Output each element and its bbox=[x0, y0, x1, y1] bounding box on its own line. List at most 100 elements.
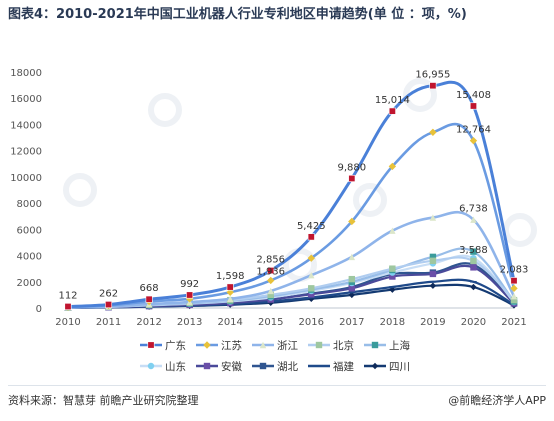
legend-item: 江苏 bbox=[196, 339, 242, 352]
legend-swatch-marker bbox=[147, 362, 155, 370]
data-point bbox=[510, 296, 518, 304]
chart-series bbox=[64, 80, 518, 312]
data-label: 15,014 bbox=[375, 95, 410, 106]
legend-label: 山东 bbox=[165, 360, 186, 373]
legend-swatch-marker bbox=[371, 341, 379, 349]
data-point bbox=[308, 291, 315, 298]
x-tick-label: 2010 bbox=[55, 317, 80, 328]
data-point bbox=[388, 107, 396, 115]
data-point bbox=[470, 216, 477, 223]
footer-divider bbox=[8, 385, 546, 386]
x-tick-label: 2011 bbox=[96, 317, 121, 328]
legend-label: 上海 bbox=[389, 339, 410, 352]
data-point bbox=[429, 253, 437, 261]
legend-item: 四川 bbox=[364, 361, 410, 373]
data-point bbox=[470, 257, 477, 265]
data-point bbox=[307, 233, 315, 241]
legend-item: 北京 bbox=[308, 339, 354, 352]
legend-item: 上海 bbox=[364, 339, 410, 352]
watermark-logos bbox=[63, 78, 537, 282]
x-tick-label: 2012 bbox=[136, 317, 161, 328]
y-tick-label: 8000 bbox=[17, 199, 42, 210]
y-tick-label: 12000 bbox=[10, 147, 42, 158]
data-point bbox=[348, 275, 356, 283]
data-point bbox=[469, 102, 477, 110]
legend-item: 安徽 bbox=[196, 360, 242, 373]
data-point bbox=[307, 254, 315, 262]
line-chart: 0 2000 4000 6000 8000 10000 12000 14000 16000 180… bbox=[10, 68, 537, 373]
data-point bbox=[429, 128, 437, 137]
watermark-logo bbox=[148, 93, 182, 127]
legend-swatch-marker bbox=[203, 362, 211, 370]
legend-label: 安徽 bbox=[221, 360, 242, 373]
data-point bbox=[105, 301, 113, 309]
legend-swatch-marker bbox=[315, 341, 323, 349]
data-point bbox=[389, 273, 396, 280]
y-tick-label: 14000 bbox=[10, 120, 42, 131]
legend-item: 福建 bbox=[308, 360, 354, 373]
watermark-logo bbox=[353, 183, 387, 217]
data-point bbox=[469, 136, 478, 145]
y-tick-label: 0 bbox=[36, 304, 42, 315]
data-label: 5,425 bbox=[297, 221, 326, 232]
legend-swatch-marker bbox=[147, 341, 155, 349]
y-tick-label: 6000 bbox=[17, 225, 42, 236]
series-line bbox=[66, 210, 516, 309]
legend-label: 湖北 bbox=[277, 361, 298, 373]
legend-label: 福建 bbox=[333, 360, 354, 373]
data-point bbox=[429, 82, 437, 90]
source-note: 资料来源：智慧芽 前瞻产业研究院整理 bbox=[8, 394, 199, 407]
data-point bbox=[510, 293, 518, 300]
watermark-logo bbox=[403, 78, 437, 112]
x-tick-label: 2021 bbox=[501, 317, 526, 328]
legend-item: 山东 bbox=[140, 360, 186, 373]
data-point bbox=[186, 291, 194, 299]
data-label: 16,955 bbox=[415, 70, 450, 81]
data-point bbox=[388, 162, 397, 171]
legend-label: 四川 bbox=[389, 361, 410, 373]
x-tick-label: 2017 bbox=[339, 317, 364, 328]
data-label: 112 bbox=[58, 291, 77, 302]
y-tick-label: 10000 bbox=[10, 173, 42, 184]
legend-label: 浙江 bbox=[277, 340, 298, 352]
data-point bbox=[348, 174, 356, 182]
legend-item: 湖北 bbox=[252, 361, 298, 373]
data-point bbox=[64, 303, 72, 311]
y-tick-label: 16000 bbox=[10, 94, 42, 105]
brand-credit: @前瞻经济学人APP bbox=[448, 394, 546, 407]
legend-label: 广东 bbox=[165, 339, 186, 352]
legend-swatch-marker bbox=[259, 362, 267, 370]
data-point bbox=[389, 265, 396, 272]
x-tick-label: 2015 bbox=[258, 317, 283, 328]
data-point bbox=[145, 295, 153, 303]
x-tick-label: 2020 bbox=[461, 317, 486, 328]
data-point bbox=[470, 283, 477, 291]
legend-label: 江苏 bbox=[221, 339, 242, 352]
legend-swatch-marker bbox=[371, 362, 379, 370]
data-label: 2,083 bbox=[500, 265, 529, 276]
series-广东 bbox=[64, 80, 518, 311]
watermark-logo bbox=[63, 173, 97, 207]
x-tick-label: 2019 bbox=[420, 317, 445, 328]
legend-item: 广东 bbox=[140, 339, 186, 352]
data-point bbox=[267, 287, 274, 295]
data-point bbox=[429, 282, 437, 289]
data-label: 992 bbox=[180, 279, 199, 290]
data-label: 262 bbox=[99, 289, 118, 300]
x-tick-label: 2013 bbox=[177, 317, 202, 328]
chart-title: 图表4：2010-2021年中国工业机器人行业专利地区申请趋势(单 位 ：项，%… bbox=[8, 7, 467, 22]
y-tick-label: 4000 bbox=[17, 252, 42, 263]
data-label: 1,936 bbox=[256, 267, 285, 278]
data-point bbox=[226, 295, 234, 303]
data-point bbox=[470, 248, 477, 255]
data-point bbox=[348, 217, 356, 226]
data-label: 12,764 bbox=[456, 125, 491, 136]
data-label: 1,598 bbox=[216, 271, 245, 282]
data-point bbox=[308, 272, 315, 279]
data-point bbox=[267, 276, 275, 285]
data-point bbox=[429, 214, 437, 221]
data-point bbox=[429, 270, 437, 278]
y-tick-label: 18000 bbox=[10, 68, 42, 79]
